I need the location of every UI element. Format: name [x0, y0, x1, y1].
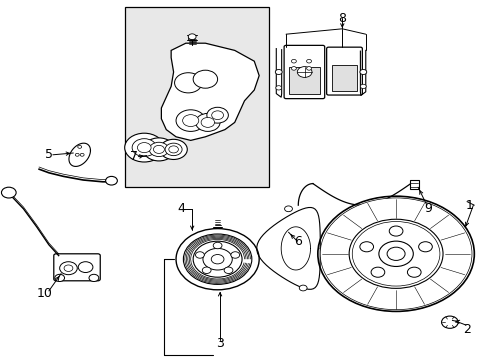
Circle shape — [359, 69, 366, 75]
Circle shape — [176, 229, 259, 290]
Circle shape — [388, 226, 402, 236]
Circle shape — [60, 262, 77, 275]
Circle shape — [378, 241, 412, 266]
Circle shape — [306, 67, 311, 70]
Circle shape — [183, 234, 251, 284]
Circle shape — [137, 143, 151, 153]
Circle shape — [78, 145, 81, 148]
Circle shape — [124, 133, 163, 162]
Circle shape — [195, 113, 220, 131]
Circle shape — [213, 242, 222, 249]
Circle shape — [193, 70, 217, 88]
Circle shape — [317, 196, 473, 311]
Circle shape — [275, 69, 282, 75]
Text: 7: 7 — [130, 150, 138, 163]
Text: 10: 10 — [37, 287, 53, 300]
Text: 8: 8 — [338, 12, 346, 24]
FancyBboxPatch shape — [54, 254, 100, 281]
Text: 1: 1 — [465, 199, 472, 212]
Circle shape — [348, 219, 442, 288]
Bar — [409, 180, 418, 189]
Circle shape — [230, 252, 239, 258]
Circle shape — [206, 107, 228, 123]
Circle shape — [64, 265, 73, 271]
Circle shape — [275, 86, 281, 90]
Circle shape — [183, 114, 198, 127]
Circle shape — [320, 198, 471, 310]
Circle shape — [143, 138, 174, 161]
Circle shape — [75, 153, 79, 156]
Polygon shape — [161, 43, 259, 140]
Circle shape — [202, 267, 211, 274]
Circle shape — [176, 110, 205, 131]
Text: 2: 2 — [462, 323, 470, 336]
Circle shape — [132, 139, 156, 157]
Circle shape — [351, 221, 439, 286]
Circle shape — [1, 187, 16, 198]
Circle shape — [165, 143, 182, 156]
Circle shape — [224, 267, 232, 274]
Bar — [331, 65, 357, 91]
FancyBboxPatch shape — [284, 45, 324, 99]
Circle shape — [407, 267, 420, 277]
Circle shape — [284, 206, 292, 212]
FancyBboxPatch shape — [326, 47, 362, 95]
Circle shape — [188, 34, 196, 40]
Circle shape — [297, 67, 311, 77]
Circle shape — [359, 242, 373, 252]
Text: 6: 6 — [294, 235, 302, 248]
Circle shape — [193, 241, 242, 277]
Circle shape — [418, 242, 431, 252]
Circle shape — [291, 67, 296, 70]
Circle shape — [299, 285, 306, 291]
Text: 5: 5 — [45, 148, 53, 161]
Circle shape — [160, 139, 187, 159]
Circle shape — [195, 252, 204, 258]
Circle shape — [360, 84, 366, 89]
Circle shape — [201, 117, 214, 127]
Text: 3: 3 — [216, 337, 224, 350]
Circle shape — [78, 262, 93, 273]
Circle shape — [149, 142, 168, 157]
Circle shape — [306, 59, 311, 63]
Circle shape — [174, 73, 202, 93]
Bar — [124, 7, 268, 187]
Circle shape — [211, 255, 224, 264]
Circle shape — [168, 146, 178, 153]
Circle shape — [203, 248, 232, 270]
Circle shape — [105, 176, 117, 185]
Circle shape — [55, 274, 64, 282]
Circle shape — [153, 145, 164, 153]
Circle shape — [80, 153, 84, 156]
Circle shape — [211, 111, 223, 120]
Circle shape — [89, 274, 99, 282]
Circle shape — [370, 267, 384, 277]
Text: 4: 4 — [177, 202, 184, 215]
Circle shape — [386, 247, 404, 260]
Circle shape — [291, 59, 296, 63]
Text: 9: 9 — [423, 202, 431, 215]
Bar — [288, 67, 319, 94]
Circle shape — [441, 316, 457, 328]
